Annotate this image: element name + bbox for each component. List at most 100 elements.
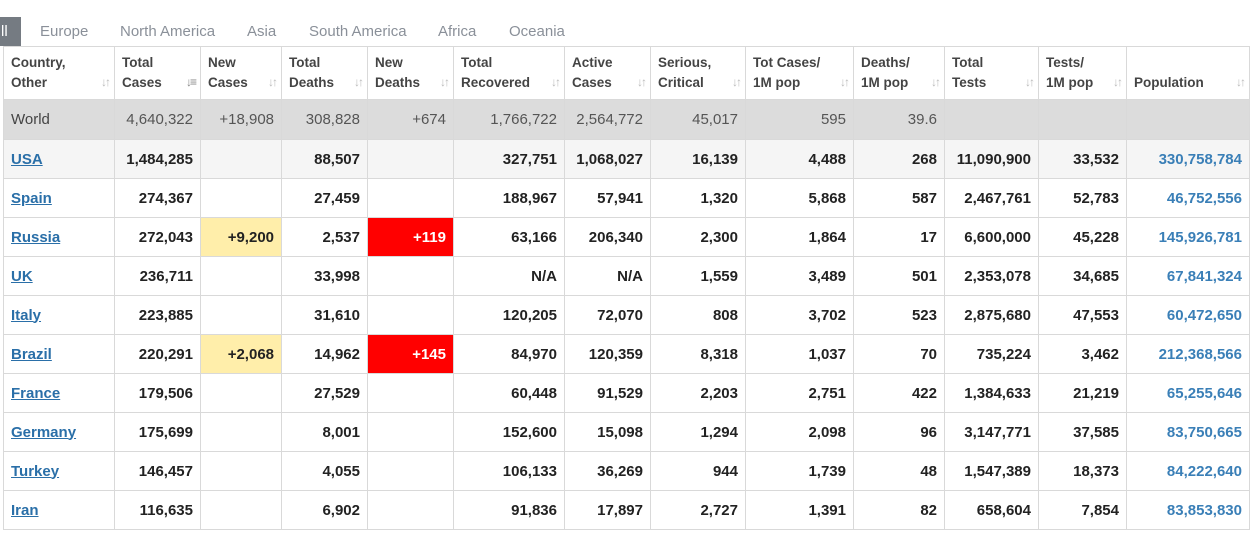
sort-icon[interactable]: ↓↑ [268,75,278,89]
data-cell [944,99,1039,140]
data-cell: 47,553 [1038,295,1127,335]
column-header[interactable]: Tests/1M pop ↓↑ [1038,46,1127,100]
column-header-line1: New [375,55,403,70]
country-cell: Germany [3,412,115,452]
data-cell: 57,941 [564,178,651,218]
data-cell: 587 [853,178,945,218]
column-header[interactable]: Total Deaths ↓↑ [281,46,368,100]
data-cell: 2,300 [650,217,746,257]
data-cell: 17,897 [564,490,651,530]
data-cell: 220,291 [114,334,201,374]
data-cell [200,490,282,530]
table-row: Italy 223,885 31,610 120,205 72,070 808 3,702 5… [3,295,1250,335]
data-cell: 188,967 [453,178,565,218]
column-header[interactable]: Active Cases ↓↑ [564,46,651,100]
data-cell: 4,488 [745,139,854,179]
tab-asia[interactable]: Asia [247,17,276,46]
data-cell [367,451,454,491]
data-cell [200,139,282,179]
tab-oceania[interactable]: Oceania [509,17,565,46]
column-header[interactable]: Total Cases ↓≡ [114,46,201,100]
sort-icon[interactable]: ↓≡ [185,75,197,89]
sort-icon[interactable]: ↓↑ [101,75,111,89]
column-header[interactable]: New Cases ↓↑ [200,46,282,100]
tab-south-america[interactable]: South America [309,17,407,46]
sort-icon[interactable]: ↓↑ [931,75,941,89]
country-link[interactable]: France [11,384,61,402]
data-cell [1038,99,1127,140]
column-header[interactable]: Country, Other ↓↑ [3,46,115,100]
country-link[interactable]: Turkey [11,462,60,480]
column-header[interactable]: Deaths/1M pop ↓↑ [853,46,945,100]
data-cell [367,373,454,413]
sort-icon[interactable]: ↓↑ [1113,75,1123,89]
country-link[interactable]: Iran [11,501,39,519]
data-cell: 60,448 [453,373,565,413]
country-link[interactable]: Germany [11,423,77,441]
data-cell: N/A [453,256,565,296]
tab-africa[interactable]: Africa [438,17,476,46]
data-cell: 735,224 [944,334,1039,374]
data-cell: N/A [564,256,651,296]
country-link[interactable]: UK [11,267,33,285]
column-header[interactable]: Serious, Critical ↓↑ [650,46,746,100]
column-header[interactable]: New Deaths ↓↑ [367,46,454,100]
data-cell: 595 [745,99,854,140]
data-cell: 120,359 [564,334,651,374]
data-cell: 67,841,324 [1126,256,1250,296]
data-cell: 145,926,781 [1126,217,1250,257]
column-header-line1 [1134,53,1242,73]
column-header-line2: Deaths [375,75,421,90]
data-cell: 206,340 [564,217,651,257]
data-cell: 212,368,566 [1126,334,1250,374]
data-cell: 14,962 [281,334,368,374]
country-link[interactable]: USA [11,150,43,168]
column-header[interactable]: Total Recovered ↓↑ [453,46,565,100]
data-cell: 84,222,640 [1126,451,1250,491]
column-header[interactable]: Population ↓↑ [1126,46,1250,100]
tab-north-america[interactable]: North America [120,17,215,46]
data-cell: 1,320 [650,178,746,218]
column-header-line1: Tests/ [1046,55,1085,70]
column-header-line2: Cases [208,75,248,90]
sort-icon[interactable]: ↓↑ [1025,75,1035,89]
data-cell: 1,384,633 [944,373,1039,413]
data-cell [367,178,454,218]
tab-label: ll [1,23,8,40]
tab-ll[interactable]: ll [0,17,21,46]
tab-europe[interactable]: Europe [40,17,88,46]
sort-icon[interactable]: ↓↑ [732,75,742,89]
data-cell: +674 [367,99,454,140]
column-header[interactable]: Tot Cases/1M pop ↓↑ [745,46,854,100]
data-cell [200,178,282,218]
data-cell: 11,090,900 [944,139,1039,179]
data-cell: 944 [650,451,746,491]
sort-icon[interactable]: ↓↑ [840,75,850,89]
covid-table: Country, Other ↓↑ Total Cases ↓≡ New Cases ↓↑ Tot… [3,46,1250,530]
data-cell: 120,205 [453,295,565,335]
column-header-line1: Serious, [658,55,712,70]
data-cell: 2,875,680 [944,295,1039,335]
data-cell: 175,699 [114,412,201,452]
data-cell: 2,467,761 [944,178,1039,218]
sort-icon[interactable]: ↓↑ [440,75,450,89]
sort-icon[interactable]: ↓↑ [551,75,561,89]
table-row: Russia 272,043 +9,200 2,537 +119 63,166 206,34… [3,217,1250,257]
tab-label: Oceania [509,23,565,40]
country-link[interactable]: Brazil [11,345,52,363]
country-link[interactable]: Spain [11,189,52,207]
sort-icon[interactable]: ↓↑ [354,75,364,89]
country-link[interactable]: Russia [11,228,61,246]
data-cell: 1,484,285 [114,139,201,179]
data-cell [367,256,454,296]
data-cell: +2,068 [200,334,282,374]
country-link[interactable]: Italy [11,306,42,324]
data-cell: 91,836 [453,490,565,530]
column-header-line2: Cases [122,75,162,90]
sort-icon[interactable]: ↓↑ [637,75,647,89]
sort-icon[interactable]: ↓↑ [1236,75,1246,89]
data-cell [367,490,454,530]
column-header-line1: Total [461,55,493,70]
column-header[interactable]: Total Tests ↓↑ [944,46,1039,100]
data-cell: 268 [853,139,945,179]
